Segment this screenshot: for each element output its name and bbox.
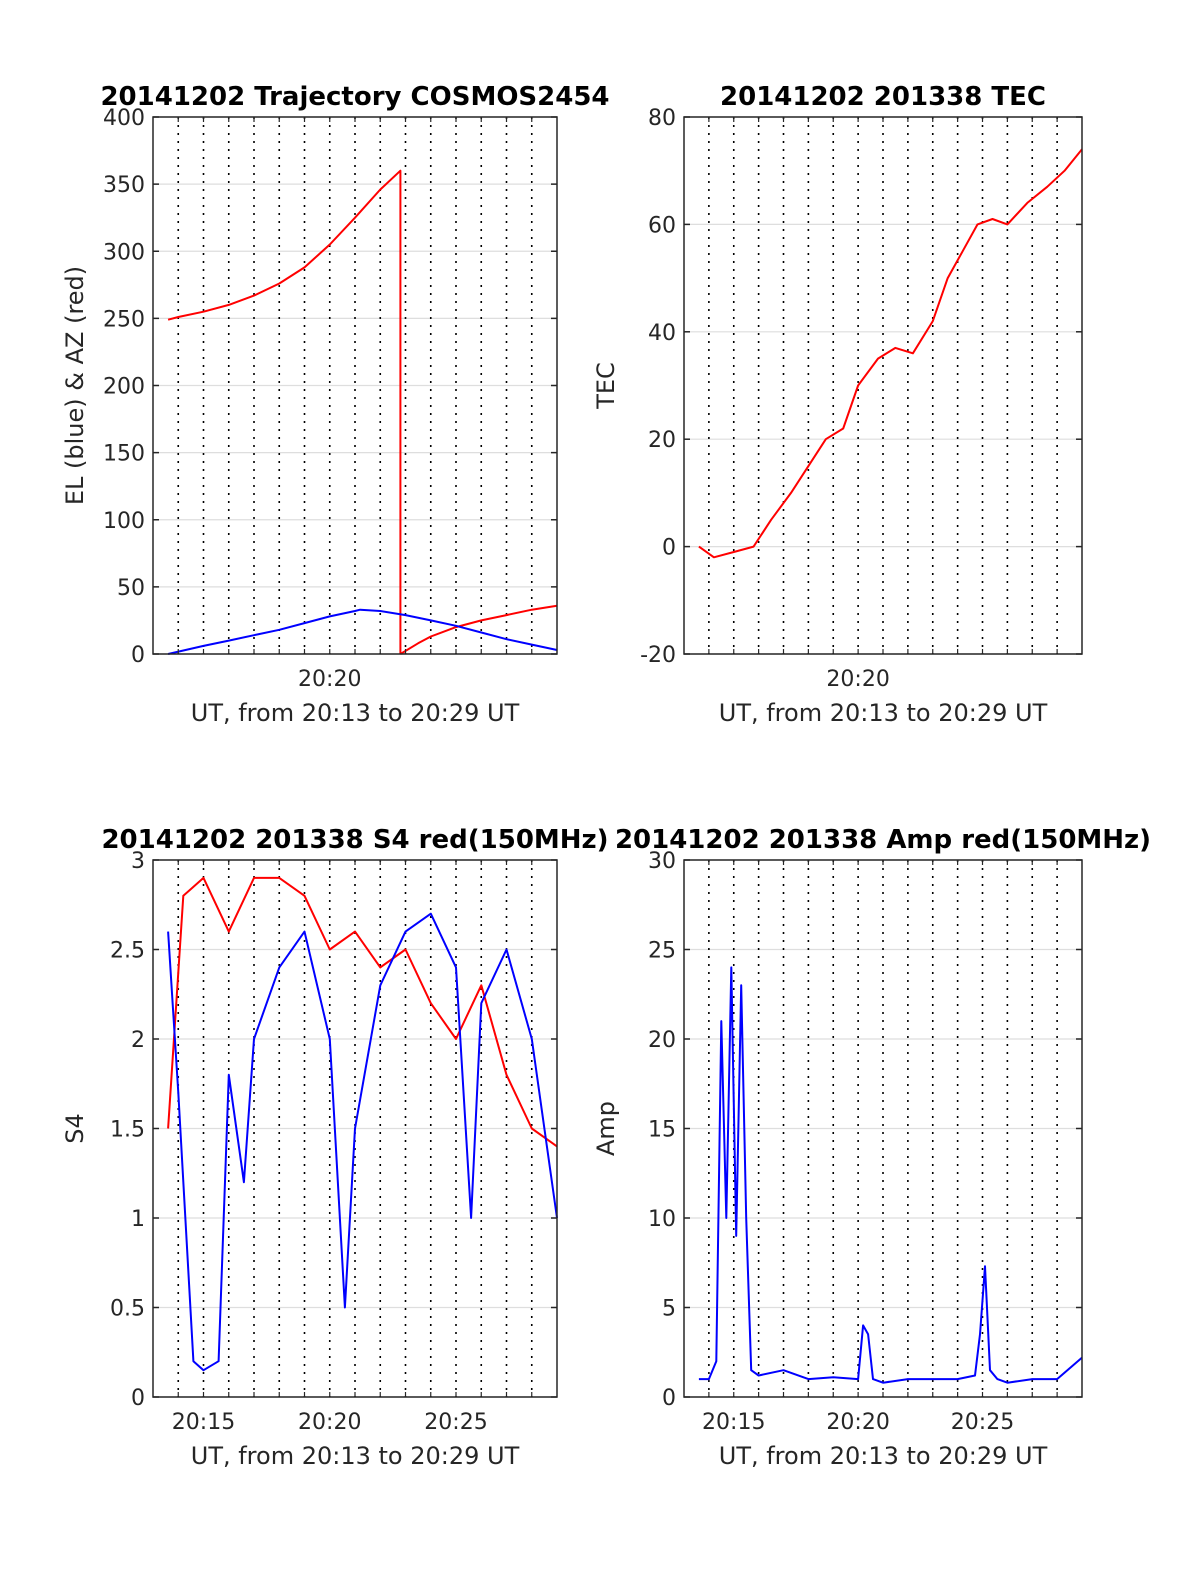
y-tick-label: 400: [103, 106, 145, 131]
y-tick-label: 5: [662, 1297, 676, 1322]
x-tick-label: 20:20: [826, 1410, 889, 1435]
x-tick-label: 20:20: [298, 667, 361, 692]
y-tick-label: 100: [103, 509, 145, 534]
y-tick-label: 0: [662, 536, 676, 561]
series-line-0: [698, 148, 1083, 559]
y-tick-label: 15: [648, 1118, 676, 1143]
y-tick-label: 3: [131, 849, 145, 874]
y-tick-label: 2: [131, 1028, 145, 1053]
y-axis-label: S4: [61, 1113, 89, 1144]
x-axis-label: UT, from 20:13 to 20:29 UT: [719, 1442, 1048, 1470]
x-axis-label: UT, from 20:13 to 20:29 UT: [719, 699, 1048, 727]
series-line-2: [167, 608, 558, 655]
y-tick-label: 60: [648, 213, 676, 238]
chart-trajectory: 0 50 100 150 200 250 300 350 400 20:20 20141202 Tr…: [61, 82, 610, 727]
series-line-0: [698, 966, 1083, 1384]
y-axis-label: Amp: [592, 1101, 620, 1156]
y-tick-label: 1: [131, 1207, 145, 1232]
y-tick-label: 30: [648, 849, 676, 874]
y-tick-label: 2.5: [110, 939, 145, 964]
chart-tec: -20 0 20 40 60 80 20:20 20141202 201338 TEC UT, …: [592, 82, 1083, 727]
series-line-1: [399, 604, 558, 655]
chart-title: 20141202 201338 Amp red(150MHz): [615, 825, 1151, 855]
x-tick-label: 20:15: [702, 1410, 765, 1435]
y-tick-label: 25: [648, 939, 676, 964]
y-tick-label: 10: [648, 1207, 676, 1232]
y-tick-label: 40: [648, 321, 676, 346]
x-tick-label: 20:15: [172, 1410, 235, 1435]
y-tick-label: 50: [117, 576, 145, 601]
x-tick-label: 20:25: [424, 1410, 487, 1435]
y-axis-label: TEC: [592, 362, 620, 410]
series-line-0: [167, 876, 558, 1148]
chart-title: 20141202 Trajectory COSMOS2454: [100, 82, 609, 112]
y-tick-label: 300: [103, 240, 145, 265]
x-tick-label: 20:20: [826, 667, 889, 692]
chart-title: 20141202 201338 S4 red(150MHz): [101, 825, 608, 855]
x-axis-label: UT, from 20:13 to 20:29 UT: [191, 1442, 520, 1470]
y-tick-label: 0: [131, 643, 145, 668]
series-line-0: [167, 169, 402, 654]
y-tick-label: 150: [103, 442, 145, 467]
series-line-1: [167, 912, 558, 1372]
chart-amp: 0 5 10 15 20 25 30 20:15 20:20 20:25 20141202 2013…: [592, 825, 1151, 1470]
y-tick-label: 20: [648, 1028, 676, 1053]
y-tick-label: 20: [648, 428, 676, 453]
y-tick-label: 1.5: [110, 1118, 145, 1143]
y-tick-label: 80: [648, 106, 676, 131]
chart-s4: 0 0.5 1 1.5 2 2.5 3 20:15 20:20 20:25 20141202 201…: [61, 825, 609, 1470]
y-tick-label: 0: [662, 1386, 676, 1411]
x-axis-label: UT, from 20:13 to 20:29 UT: [191, 699, 520, 727]
y-tick-label: 200: [103, 375, 145, 400]
y-axis-label: EL (blue) & AZ (red): [61, 266, 89, 505]
y-tick-label: 350: [103, 173, 145, 198]
y-tick-label: -20: [640, 643, 676, 668]
x-tick-label: 20:20: [298, 1410, 361, 1435]
y-tick-label: 250: [103, 307, 145, 332]
x-tick-label: 20:25: [951, 1410, 1014, 1435]
y-tick-label: 0: [131, 1386, 145, 1411]
y-tick-label: 0.5: [110, 1297, 145, 1322]
chart-title: 20141202 201338 TEC: [720, 82, 1046, 112]
